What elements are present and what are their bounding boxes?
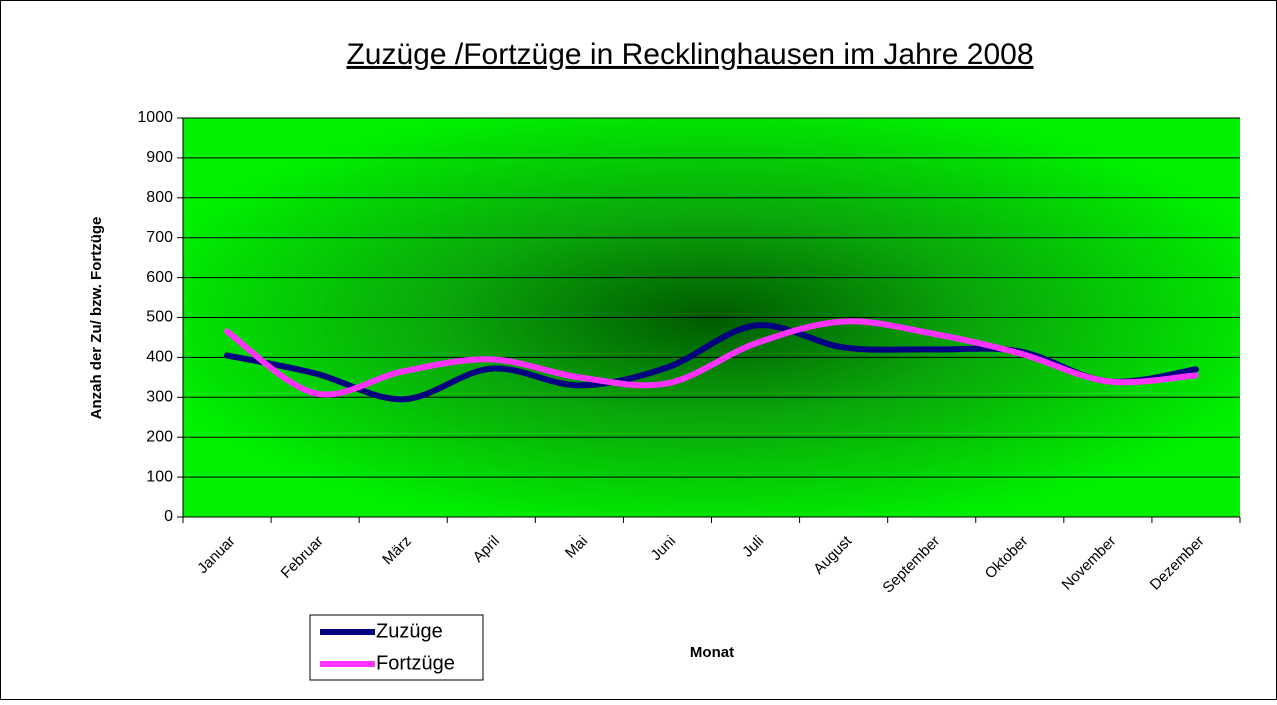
y-tick-label: 200 [146, 428, 173, 445]
y-tick-label: 900 [146, 149, 173, 166]
y-tick-label: 700 [146, 229, 173, 246]
line-series [224, 318, 1199, 398]
y-tick-label: 100 [146, 468, 173, 485]
legend-label: Fortzüge [376, 652, 455, 674]
y-tick-label: 400 [146, 349, 173, 366]
y-axis-label: Anzah der Zu/ bzw. Fortzüge [88, 217, 105, 420]
legend-box [309, 614, 484, 681]
x-axis-label: Monat [690, 644, 734, 661]
chart-title: Zuzüge /Fortzüge in Recklinghausen im Ja… [346, 38, 1033, 71]
y-tick-label: 800 [146, 189, 173, 206]
y-tick-label: 600 [146, 269, 173, 286]
y-tick-label: 0 [164, 508, 173, 525]
y-tick-label: 300 [146, 389, 173, 406]
y-tick-label: 1000 [137, 109, 173, 126]
legend-label: Zuzüge [376, 620, 443, 642]
y-tick-label: 500 [146, 309, 173, 326]
